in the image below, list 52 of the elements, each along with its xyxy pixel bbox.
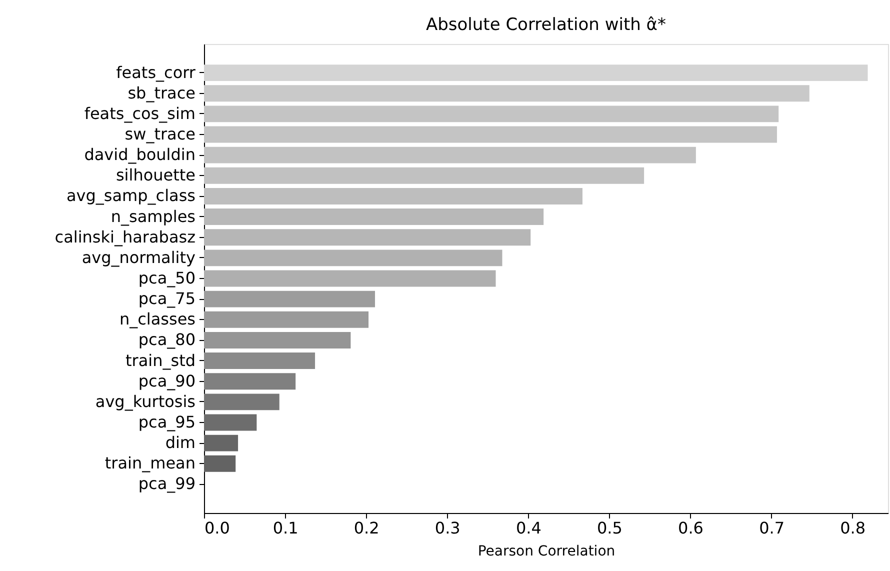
bar	[204, 414, 257, 431]
y-tick-label: sb_trace	[128, 83, 196, 102]
y-tick-label: feats_cos_sim	[84, 104, 196, 123]
bar	[204, 373, 296, 390]
y-tick-label: n_samples	[110, 206, 196, 226]
bar	[204, 188, 582, 204]
bar	[204, 394, 280, 410]
bar	[204, 64, 868, 82]
y-tick-label: pca_50	[138, 268, 196, 288]
x-tick-label: 0.5	[596, 518, 622, 538]
bar	[204, 352, 316, 370]
bar	[204, 126, 777, 143]
y-tick-label: train_std	[125, 350, 196, 370]
bar	[204, 290, 375, 308]
bar	[204, 167, 644, 184]
y-tick-label: avg_normality	[82, 248, 196, 267]
chart-title: Absolute Correlation with α̂*	[426, 15, 666, 35]
bar	[204, 270, 496, 287]
bar	[204, 85, 810, 102]
bar	[204, 311, 369, 328]
x-tick-label: 0.3	[434, 518, 460, 538]
bar	[204, 208, 544, 226]
bar	[204, 332, 351, 348]
bar	[204, 106, 779, 122]
y-tick-label: pca_80	[138, 330, 196, 350]
y-tick-label: pca_95	[138, 412, 196, 432]
y-tick-label: sw_trace	[124, 124, 196, 144]
y-tick-label: dim	[165, 433, 196, 452]
x-tick-label: 0.1	[272, 518, 298, 538]
y-tick-label: avg_kurtosis	[95, 392, 196, 411]
x-tick-label: 0.6	[678, 518, 704, 538]
bar	[204, 434, 238, 452]
x-axis-title: Pearson Correlation	[478, 544, 616, 560]
x-tick-label: 0.0	[204, 518, 230, 538]
y-tick-label: pca_75	[138, 289, 196, 308]
y-tick-label: avg_samp_class	[66, 186, 196, 206]
y-tick-label: pca_99	[138, 474, 196, 494]
x-tick-label: 0.4	[516, 518, 542, 538]
bar	[204, 455, 236, 472]
y-tick-label: silhouette	[116, 166, 196, 185]
y-tick-label: pca_90	[138, 371, 196, 390]
y-tick-label: train_mean	[104, 454, 196, 473]
bar	[204, 229, 531, 246]
y-tick-label: feats_corr	[116, 62, 196, 82]
y-tick-label: calinski_harabasz	[54, 227, 196, 246]
bar	[204, 250, 502, 266]
y-tick-label: david_bouldin	[84, 145, 196, 164]
x-tick-label: 0.7	[759, 518, 785, 538]
y-tick-label: n_classes	[119, 310, 196, 329]
bar	[204, 146, 696, 164]
x-tick-label: 0.2	[354, 518, 380, 538]
x-tick-label: 0.8	[840, 518, 866, 538]
